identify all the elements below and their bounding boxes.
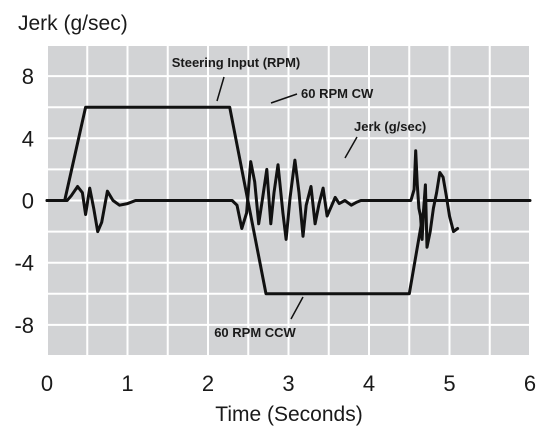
y-tick-label: 4 — [22, 126, 34, 151]
annotation-steering-input: Steering Input (RPM) — [172, 55, 301, 70]
y-tick-label: 8 — [22, 64, 34, 89]
y-tick-label: -8 — [14, 313, 34, 338]
x-tick-label: 1 — [121, 371, 133, 396]
y-axis-label: Jerk (g/sec) — [18, 12, 128, 35]
x-tick-label: 5 — [443, 371, 455, 396]
x-tick-label: 6 — [524, 371, 536, 396]
x-tick-label: 3 — [282, 371, 294, 396]
x-tick-label: 4 — [363, 371, 375, 396]
annotation-leader-line — [216, 76, 225, 102]
x-tick-label: 2 — [202, 371, 214, 396]
annotation-leader-line — [344, 136, 358, 159]
annotation-jerk: Jerk (g/sec) — [354, 119, 426, 134]
annotations: Steering Input (RPM) 60 RPM CW Jerk (g/sec… — [172, 55, 427, 340]
annotation-leader-line — [270, 93, 298, 104]
annotation-60-rpm-ccw: 60 RPM CCW — [214, 325, 296, 340]
tick-labels: 0 1 2 3 4 5 6 8 4 0 -4 -8 — [14, 64, 536, 396]
y-tick-label: 0 — [22, 189, 34, 214]
y-tick-label: -4 — [14, 251, 34, 276]
series-jerk-line — [45, 149, 460, 249]
x-axis-label: Time (Seconds) — [215, 403, 362, 426]
annotation-leader-line — [290, 296, 304, 320]
series-lines — [45, 105, 532, 296]
x-tick-label: 0 — [41, 371, 53, 396]
annotation-60-rpm-cw: 60 RPM CW — [301, 86, 374, 101]
